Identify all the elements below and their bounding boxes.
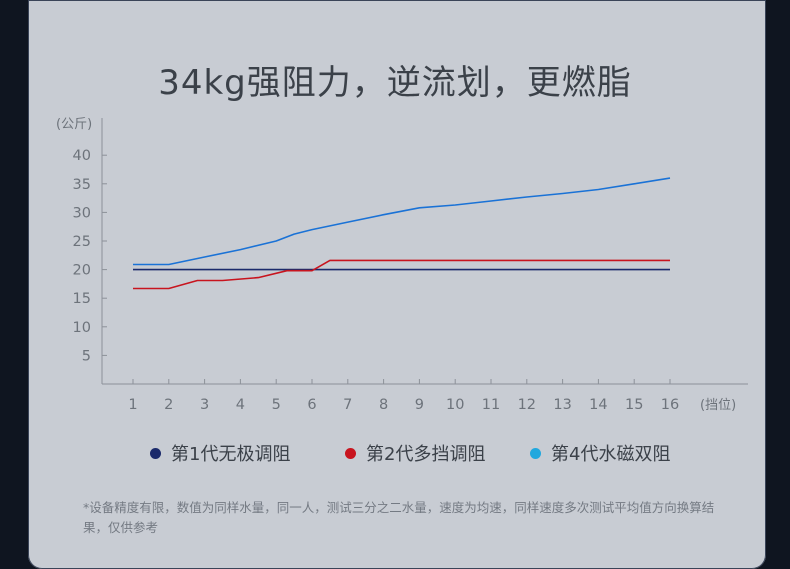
series-line-gen4 <box>133 177 671 266</box>
legend-label-gen4: 第4代水磁双阻 <box>551 444 671 465</box>
x-tick-label: 2 <box>164 397 173 413</box>
series-line-gen2 <box>133 259 670 290</box>
y-tick-label: 20 <box>73 263 91 279</box>
x-tick-label: 13 <box>553 397 571 413</box>
y-tick-label: 15 <box>73 291 91 307</box>
y-tick-label: 10 <box>73 320 91 336</box>
x-tick-label: 7 <box>343 397 352 413</box>
legend-item-gen4: 第4代水磁双阻 <box>530 440 670 466</box>
x-tick-label: 15 <box>625 397 643 413</box>
chart-series <box>133 177 671 290</box>
x-tick-label: 11 <box>482 397 500 413</box>
y-tick-label: 5 <box>82 348 91 364</box>
x-tick-label: 8 <box>379 397 388 413</box>
y-tick-label: 35 <box>73 177 91 193</box>
x-tick-label: 5 <box>272 397 281 413</box>
footnote: *设备精度有限，数值为同样水量，同一人，测试三分之二水量，速度为均速，同样速度多… <box>83 500 715 535</box>
x-tick-label: 16 <box>661 397 679 413</box>
legend-swatch-gen1 <box>150 447 161 459</box>
x-tick-label: 4 <box>236 397 245 413</box>
x-tick-label: 14 <box>589 397 607 413</box>
chart-legend: 第1代无极调阻 第2代多挡调阻 第4代水磁双阻 <box>150 440 710 468</box>
x-tick-label: 10 <box>446 397 464 413</box>
x-tick-label: 6 <box>307 397 316 413</box>
y-tick-label: 25 <box>73 234 91 250</box>
x-tick-label: 1 <box>128 397 137 413</box>
chart-card <box>28 0 766 569</box>
legend-swatch-gen2 <box>345 447 356 459</box>
legend-item-gen2: 第2代多挡调阻 <box>345 440 485 466</box>
x-tick-label: 3 <box>200 397 209 413</box>
legend-swatch-gen4 <box>530 447 541 459</box>
y-tick-label: 30 <box>73 205 91 221</box>
x-tick-label: 9 <box>415 397 424 413</box>
legend-label-gen2: 第2代多挡调阻 <box>366 444 486 465</box>
legend-label-gen1: 第1代无极调阻 <box>171 444 291 465</box>
x-axis-label: (挡位) <box>700 398 736 413</box>
x-tick-label: 12 <box>518 397 536 413</box>
legend-item-gen1: 第1代无极调阻 <box>150 440 290 466</box>
chart-title: 34kg强阻力，逆流划，更燃脂 <box>158 63 632 103</box>
y-axis-label: (公斤) <box>56 117 92 132</box>
y-tick-label: 40 <box>73 148 91 164</box>
